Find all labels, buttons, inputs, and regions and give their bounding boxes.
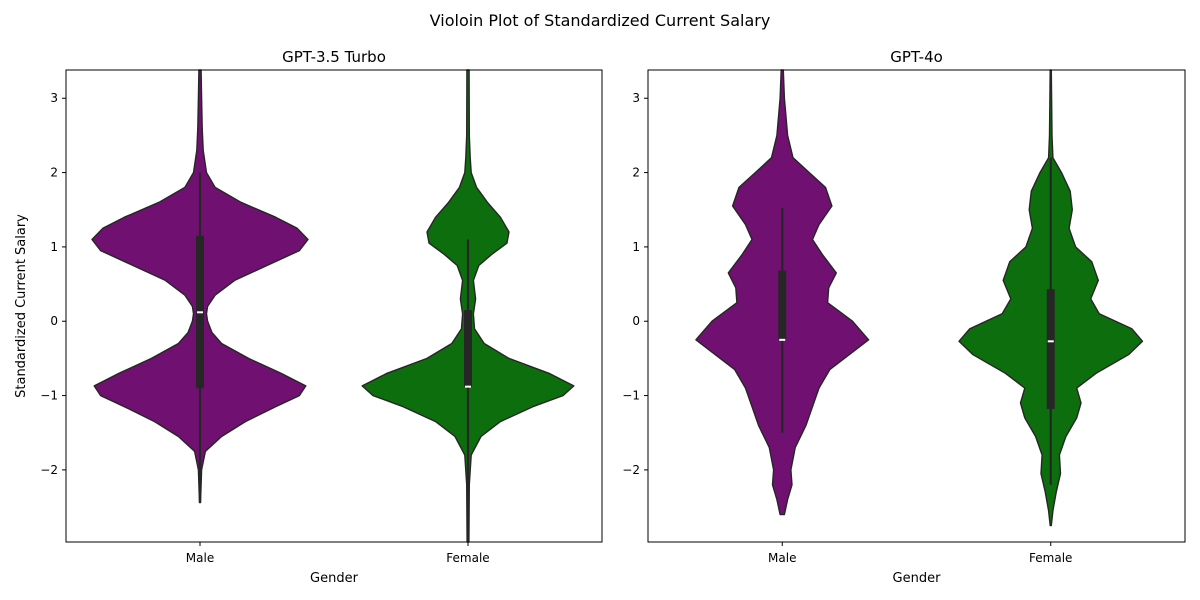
panel-title: GPT-3.5 Turbo [282,48,386,66]
y-tick-label: −2 [622,463,640,477]
y-axis-label: Standardized Current Salary [14,214,29,398]
iqr-box-male [778,270,787,340]
y-tick-label: 2 [632,166,640,180]
y-tick-label: 1 [632,240,640,254]
y-tick-label: −1 [622,389,640,403]
panel-title: GPT-4o [890,48,943,66]
y-tick-label: 3 [632,91,640,105]
x-tick-label: Male [768,551,796,565]
y-tick-label: 2 [50,166,58,180]
y-tick-label: 0 [50,314,58,328]
x-tick-label: Female [446,551,489,565]
x-tick-label: Male [186,551,214,565]
figure-title: Violoin Plot of Standardized Current Sal… [430,11,771,30]
panel-gpt4o: GPT-4o −2 −1 0 1 2 3 Male Female Gender [622,48,1186,586]
x-axis-label: Gender [310,571,359,586]
x-tick-label: Female [1029,551,1072,565]
y-tick-label: 0 [632,314,640,328]
y-tick-label: 3 [50,91,58,105]
x-axis-label: Gender [893,571,942,586]
iqr-box-female [1046,289,1055,409]
y-tick-label: −1 [40,389,58,403]
axes-frame [65,69,603,543]
y-tick-label: −2 [40,463,58,477]
panel-gpt35-turbo: GPT-3.5 Turbo −2 −1 0 1 2 3 Male Female Gender Sta… [14,48,603,586]
axes-frame [647,69,1186,543]
iqr-box-female [464,310,472,387]
y-tick-label: 1 [50,240,58,254]
